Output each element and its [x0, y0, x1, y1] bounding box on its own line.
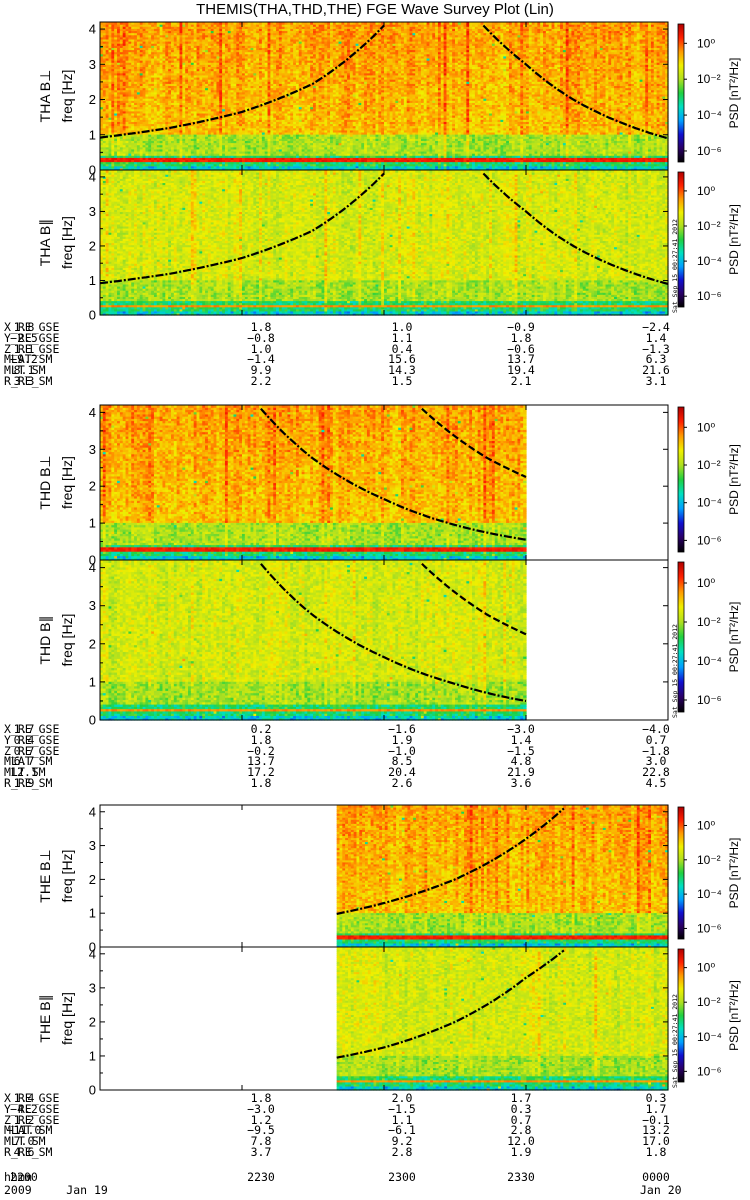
- spectrogram-figure: 01234THA B⊥ freq [Hz]10⁰10⁻²10⁻⁴10⁻⁶PSD […: [0, 0, 750, 1200]
- heatmap-cells: [100, 22, 669, 171]
